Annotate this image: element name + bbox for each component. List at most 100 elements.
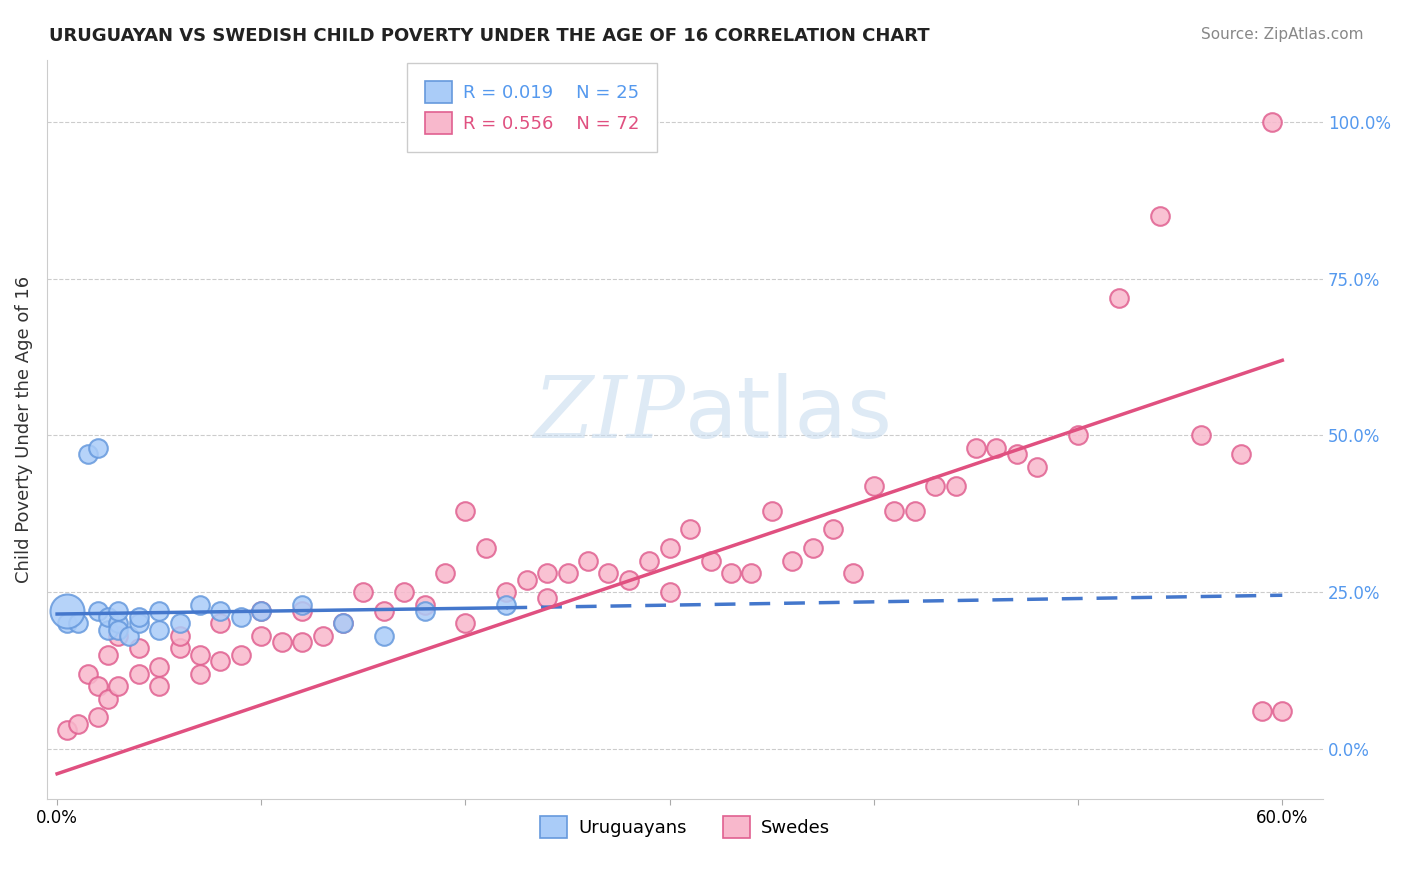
Point [87, 710, 110, 724]
Point [332, 616, 354, 631]
Point [536, 591, 558, 606]
Legend: Uruguayans, Swedes: Uruguayans, Swedes [533, 809, 837, 846]
Point [495, 598, 517, 612]
Point [97, 623, 120, 637]
Point [148, 679, 170, 693]
Text: URUGUAYAN VS SWEDISH CHILD POVERTY UNDER THE AGE OF 16 CORRELATION CHART: URUGUAYAN VS SWEDISH CHILD POVERTY UNDER… [49, 27, 929, 45]
Point [169, 629, 191, 643]
Point [924, 478, 946, 492]
Point [97, 648, 120, 662]
Point [658, 541, 681, 556]
Point [1005, 447, 1028, 461]
Point [169, 616, 191, 631]
Point [413, 604, 436, 618]
Point [1067, 428, 1090, 442]
Point [576, 554, 599, 568]
Point [720, 566, 742, 581]
Point [250, 604, 273, 618]
Point [188, 666, 211, 681]
Point [761, 503, 783, 517]
Text: Source: ZipAtlas.com: Source: ZipAtlas.com [1201, 27, 1364, 42]
Point [270, 635, 292, 649]
Point [1250, 704, 1272, 718]
Point [516, 573, 538, 587]
Point [780, 554, 803, 568]
Point [87, 604, 110, 618]
Point [56, 616, 79, 631]
Point [148, 660, 170, 674]
Point [638, 554, 661, 568]
Point [434, 566, 457, 581]
Point [475, 541, 498, 556]
Point [823, 523, 845, 537]
Point [117, 629, 139, 643]
Point [188, 598, 211, 612]
Point [883, 503, 905, 517]
Point [97, 691, 120, 706]
Point [107, 604, 129, 618]
Point [87, 679, 110, 693]
Point [598, 566, 620, 581]
Text: ZIP: ZIP [533, 373, 685, 456]
Point [169, 641, 191, 656]
Point [128, 666, 150, 681]
Point [658, 585, 681, 599]
Point [148, 623, 170, 637]
Point [842, 566, 865, 581]
Point [128, 610, 150, 624]
Point [945, 478, 967, 492]
Point [536, 566, 558, 581]
Point [128, 616, 150, 631]
Point [209, 604, 232, 618]
Point [454, 503, 477, 517]
Point [291, 598, 314, 612]
Point [352, 585, 374, 599]
Point [1189, 428, 1212, 442]
Point [229, 648, 252, 662]
Point [495, 585, 517, 599]
Point [1261, 115, 1284, 129]
Point [250, 629, 273, 643]
Point [291, 635, 314, 649]
Point [801, 541, 824, 556]
Point [863, 478, 886, 492]
Point [740, 566, 762, 581]
Point [107, 679, 129, 693]
Point [557, 566, 579, 581]
Point [229, 610, 252, 624]
Point [1271, 704, 1294, 718]
Point [250, 604, 273, 618]
Y-axis label: Child Poverty Under the Age of 16: Child Poverty Under the Age of 16 [15, 276, 32, 582]
Point [76, 666, 98, 681]
Point [209, 616, 232, 631]
Point [107, 616, 129, 631]
Point [1230, 447, 1253, 461]
Point [128, 641, 150, 656]
Point [373, 629, 395, 643]
Point [97, 610, 120, 624]
Point [332, 616, 354, 631]
Point [107, 623, 129, 637]
Point [617, 573, 640, 587]
Point [66, 616, 89, 631]
Point [986, 441, 1008, 455]
Point [1026, 459, 1049, 474]
Point [394, 585, 416, 599]
Point [904, 503, 927, 517]
Point [965, 441, 987, 455]
Point [1108, 291, 1130, 305]
Point [148, 604, 170, 618]
Point [107, 629, 129, 643]
Point [87, 441, 110, 455]
Point [56, 723, 79, 737]
Point [413, 598, 436, 612]
Point [66, 716, 89, 731]
Text: atlas: atlas [685, 373, 893, 456]
Point [291, 604, 314, 618]
Point [373, 604, 395, 618]
Point [1149, 209, 1171, 223]
Point [188, 648, 211, 662]
Point [56, 604, 79, 618]
Point [76, 447, 98, 461]
Point [699, 554, 721, 568]
